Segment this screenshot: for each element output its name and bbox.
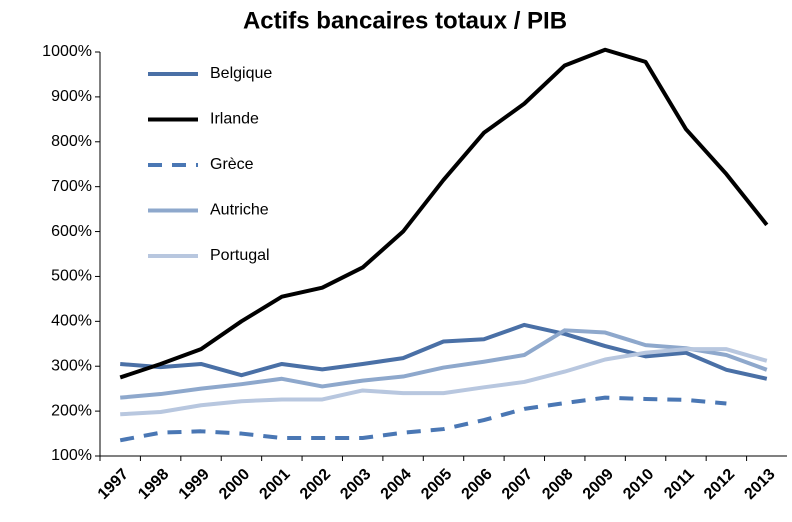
x-tick-label: 2013 xyxy=(741,466,778,503)
y-tick-label: 100% xyxy=(51,447,92,464)
y-tick-label: 400% xyxy=(51,313,92,330)
x-tick-label: 2004 xyxy=(378,466,415,503)
legend-label: Portugal xyxy=(210,247,270,264)
x-tick-label: 1998 xyxy=(135,466,172,503)
y-tick-label: 300% xyxy=(51,357,92,374)
x-tick-label: 2012 xyxy=(701,466,738,503)
y-tick-label: 500% xyxy=(51,268,92,285)
legend-label: Autriche xyxy=(210,202,269,219)
line-series xyxy=(119,395,727,443)
line-series xyxy=(120,322,768,381)
y-tick-label: 900% xyxy=(51,88,92,105)
line-series xyxy=(119,47,769,380)
x-tick-label: 2002 xyxy=(297,466,334,503)
x-tick-label: 2010 xyxy=(620,466,657,503)
x-tick-label: 2007 xyxy=(499,466,536,503)
x-tick-label: 2008 xyxy=(539,466,576,503)
line-series xyxy=(120,328,768,400)
y-tick-label: 800% xyxy=(51,133,92,150)
x-tick-label: 2003 xyxy=(337,466,374,503)
y-tick-label: 700% xyxy=(51,178,92,195)
y-tick-label: 1000% xyxy=(42,43,92,60)
x-tick-label: 2001 xyxy=(256,466,293,503)
legend-label: Belgique xyxy=(210,65,272,82)
x-tick-label: 2005 xyxy=(418,466,455,503)
x-tick-label: 2011 xyxy=(661,466,698,503)
x-tick-label: 1997 xyxy=(95,466,132,503)
chart-title: Actifs bancaires totaux / PIB xyxy=(243,7,567,34)
legend-label: Irlande xyxy=(210,111,259,128)
x-tick-label: 2006 xyxy=(459,466,496,503)
legend-label: Grèce xyxy=(210,156,254,173)
x-tick-label: 2009 xyxy=(580,466,617,503)
y-tick-label: 200% xyxy=(51,402,92,419)
x-tick-label: 2000 xyxy=(216,466,253,503)
y-tick-label: 600% xyxy=(51,223,92,240)
x-tick-label: 1999 xyxy=(176,466,213,503)
line-series xyxy=(120,347,768,417)
